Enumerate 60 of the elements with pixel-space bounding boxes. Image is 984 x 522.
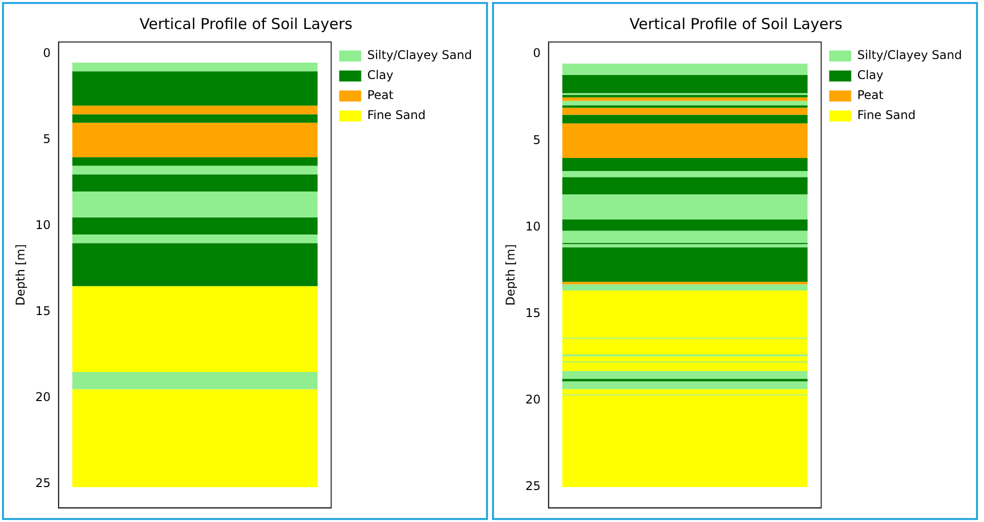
bar [562, 282, 808, 284]
bar [562, 105, 808, 108]
bar [562, 114, 808, 124]
bar [562, 74, 808, 94]
y-tick-label: 15 [35, 304, 51, 318]
bar [562, 108, 808, 115]
y-tick-label: 5 [43, 132, 51, 146]
bar [562, 381, 808, 390]
bar [562, 177, 808, 194]
bar [562, 64, 808, 75]
legend-label: Fine Sand [857, 108, 916, 122]
y-tick-label: 0 [43, 46, 51, 60]
legend-label: Clay [367, 68, 394, 82]
y-tick-label: 20 [525, 392, 541, 407]
legend-label: Clay [857, 68, 884, 82]
bar [562, 123, 808, 158]
bar [72, 372, 318, 390]
legend-label: Silty/Clayey Sand [857, 48, 962, 62]
bar [72, 217, 318, 235]
bar [72, 174, 318, 192]
bar [562, 97, 808, 101]
bar [72, 106, 318, 114]
bar [562, 100, 808, 106]
bar [562, 284, 808, 290]
bar [562, 230, 808, 243]
y-tick-label: 25 [35, 476, 51, 490]
bar [72, 114, 318, 123]
bar [72, 122, 318, 158]
bar [72, 166, 318, 174]
bar [72, 286, 318, 372]
bar [562, 171, 808, 178]
bar [72, 62, 318, 72]
y-tick-label: 10 [525, 219, 541, 234]
bar [72, 192, 318, 218]
bar [562, 247, 808, 282]
y-tick-label: 5 [533, 132, 541, 147]
y-tick-label: 0 [533, 46, 541, 60]
y-tick-label: 20 [35, 390, 51, 404]
bar [72, 389, 318, 488]
legend-label: Peat [367, 88, 394, 102]
bar [72, 157, 318, 166]
bar [562, 371, 808, 379]
bar [562, 378, 808, 382]
chart-title: Vertical Profile of Soil Layers [630, 14, 843, 33]
y-tick-label: 15 [525, 306, 541, 320]
bar [72, 234, 318, 244]
chart-title: Vertical Profile of Soil Layers [140, 14, 353, 33]
bar [562, 158, 808, 172]
bar [562, 194, 808, 220]
y-tick-label: 10 [35, 218, 51, 232]
legend-label: Silty/Clayey Sand [367, 48, 472, 62]
y-axis-title: Depth [m] [503, 244, 518, 306]
legend-label: Peat [857, 88, 884, 102]
y-tick-label: 25 [525, 479, 541, 494]
y-axis-title: Depth [m] [13, 244, 28, 306]
bar [562, 219, 808, 231]
bar [562, 94, 808, 98]
bar [72, 243, 318, 286]
bar [72, 71, 318, 106]
legend-label: Fine Sand [367, 108, 426, 122]
